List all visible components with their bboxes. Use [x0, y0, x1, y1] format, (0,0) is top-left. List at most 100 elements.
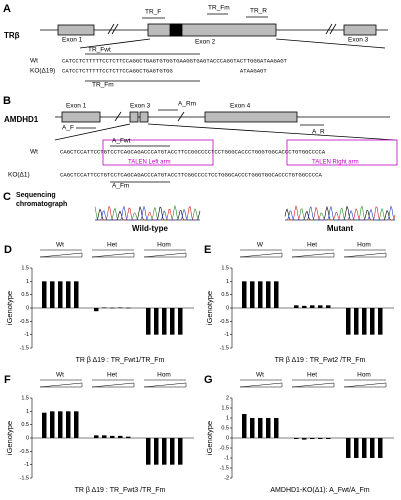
exon-label: Exon 2 [195, 39, 216, 46]
bar [66, 281, 71, 308]
gene-structure-a [40, 13, 388, 82]
group-label: W [257, 242, 264, 249]
row-label: Wt [30, 149, 38, 156]
y-axis-label: iGenotype [205, 421, 214, 455]
bar [162, 308, 167, 335]
bar [50, 411, 55, 438]
bar [42, 412, 47, 438]
sequence: CATCCTCTTTTTCCTCTTCCAGGCTGAGTGTGGTGAAGGT… [62, 57, 288, 64]
exon-label: Exon 3 [348, 37, 369, 44]
x-axis-label: TR β Δ19 : TR_Fwt2 /TR_Fm [275, 357, 366, 364]
chromatograms [94, 204, 396, 221]
exon-label: Exon 1 [66, 103, 87, 110]
bar [58, 411, 63, 438]
bar [378, 438, 383, 458]
primer-label: A_Fwt [112, 138, 131, 145]
bar [378, 308, 383, 335]
bar [94, 308, 99, 312]
bar [354, 308, 359, 335]
bar [326, 438, 331, 439]
group-wedge [91, 382, 135, 388]
bar [294, 305, 299, 308]
y-axis-label: iGenotype [5, 291, 14, 325]
bar [362, 438, 367, 458]
bar [266, 418, 271, 438]
bar [250, 418, 255, 438]
y-tick-label: -1 [224, 332, 229, 338]
group-wedge [239, 252, 283, 258]
group-label: Wt [256, 372, 264, 379]
sequence: CAGCTCCATTCCTGTCCTCAGCAGACCCATGTACCTTCCG… [60, 148, 326, 155]
bar [170, 438, 175, 465]
primer-label: A_Rm [178, 101, 196, 108]
y-tick-label: 0 [26, 305, 29, 311]
primer-label: A_Fm [112, 183, 129, 190]
bar [370, 438, 375, 458]
y-tick-label: 1.5 [21, 265, 29, 271]
bar [318, 438, 323, 439]
chromatogram-trace [284, 205, 395, 221]
bar [326, 305, 331, 308]
row-label: TR_Fwt [88, 47, 111, 54]
y-tick-label: 0 [226, 305, 229, 311]
y-tick-label: -0.5 [220, 319, 229, 325]
bar [42, 281, 47, 308]
bar [178, 438, 183, 465]
bar [102, 435, 107, 438]
y-tick-label: 1 [26, 409, 29, 415]
bar [146, 438, 151, 465]
panel-letter: C [3, 191, 11, 203]
y-tick-label: -0.5 [20, 449, 29, 455]
exon-label: Exon 4 [230, 103, 251, 110]
bar [302, 305, 307, 308]
bar [74, 281, 79, 308]
group-label: Hom [157, 372, 171, 379]
x-axis-label: TR β Δ19 : TR_Fwt1/TR_Fm [76, 357, 165, 364]
chromatogram-label: Wild-type [132, 224, 168, 233]
primer-label: A_F [62, 125, 74, 132]
y-tick-label: 1 [226, 415, 229, 421]
primer-label: A_R [312, 129, 325, 136]
bar [242, 414, 247, 438]
y-tick-label: 0.5 [221, 425, 229, 431]
row-label: Wt [30, 58, 38, 65]
primer-label: TR_Fm [208, 5, 230, 12]
y-tick-label: -1 [24, 332, 29, 338]
bar [302, 438, 307, 440]
primer-label: TR_R [250, 8, 267, 15]
group-wedge [291, 382, 335, 388]
y-tick-label: 1 [26, 279, 29, 285]
bar [354, 438, 359, 458]
talen-label: TALEN Right arm [312, 160, 359, 166]
bar [162, 438, 167, 465]
exon-label: Exon 3 [130, 103, 151, 110]
bar [370, 308, 375, 335]
row-label: KO(Δ1) [8, 172, 30, 179]
bar [274, 418, 279, 438]
group-label: Hom [357, 242, 371, 249]
y-tick-label: -1.5 [20, 345, 29, 351]
group-wedge [39, 382, 83, 388]
group-label: Het [107, 372, 117, 379]
panel-letter: E [204, 244, 211, 256]
bar [258, 281, 263, 308]
bar [126, 307, 131, 309]
bar [126, 436, 131, 438]
bar [154, 438, 159, 465]
x-axis-label: TR β Δ19 : TR_Fwt3 /TR_Fm [75, 487, 166, 494]
panel-letter: B [3, 95, 11, 107]
group-wedge [291, 252, 335, 258]
y-tick-label: 0 [26, 435, 29, 441]
bar [170, 308, 175, 335]
panel-title: Sequencing [16, 192, 56, 199]
chromatogram-trace [95, 205, 200, 221]
bar [294, 438, 299, 439]
row-label: KO(Δ19) [30, 68, 55, 75]
y-tick-label: 1.5 [21, 395, 29, 401]
y-tick-label: 0 [226, 435, 229, 441]
bar [58, 281, 63, 308]
primer-label: TR_F [145, 9, 161, 16]
